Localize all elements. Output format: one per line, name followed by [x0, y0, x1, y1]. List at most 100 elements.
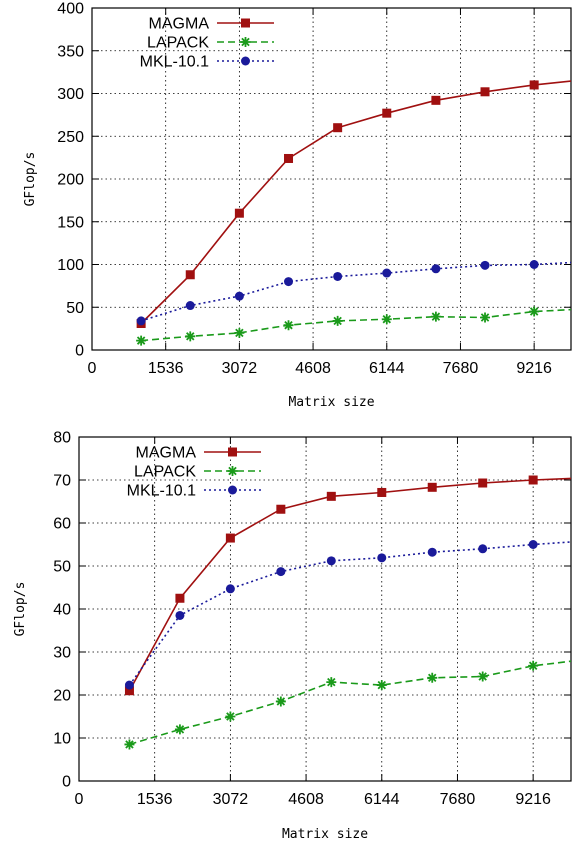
series-magma: [136, 80, 571, 328]
x-axis-label: Matrix size: [282, 827, 368, 842]
ticks: 0 10 20 30 40 50 60 70 80 0 1536 3072 4608 6144 7680 92…: [53, 430, 571, 808]
series-magma-line: [140, 80, 571, 325]
y-tick-label: 250: [57, 129, 84, 146]
y-tick-label: 300: [57, 86, 84, 103]
series-magma-point-3: [276, 504, 286, 514]
y-axis-label: GFlop/s: [23, 152, 38, 207]
y-tick-label: 80: [53, 430, 71, 447]
plot-area: [136, 80, 571, 346]
series-mkl-10-1: [136, 260, 571, 326]
series-magma-point-5: [382, 108, 392, 118]
y-tick-label: 400: [57, 1, 84, 18]
series-magma-point-4: [326, 491, 336, 501]
series-lapack: [136, 306, 571, 346]
x-tick-label: 1536: [137, 791, 173, 808]
series-lapack-point-2: [225, 711, 236, 722]
series-lapack-point-4: [326, 677, 337, 688]
series-magma-point-5: [377, 487, 387, 497]
series-lapack-point-3: [283, 320, 294, 331]
legend-magma-legend-marker: [241, 18, 250, 28]
y-tick-label: 50: [66, 300, 84, 317]
series-mkl-10-1-point-6: [431, 264, 441, 274]
series-lapack-point-7: [480, 312, 491, 323]
legend-label-lapack: LAPACK: [147, 35, 209, 52]
series-magma-point-8: [528, 475, 538, 485]
legend-lapack-legend-marker: [240, 37, 251, 47]
y-tick-label: 0: [62, 774, 71, 791]
series-mkl-10-1-point-1: [175, 610, 185, 620]
series-magma-point-2: [225, 533, 235, 543]
y-tick-label: 200: [57, 172, 84, 189]
series-lapack-point-1: [185, 331, 196, 342]
x-tick-label: 0: [75, 791, 84, 808]
series-lapack-line: [141, 308, 571, 342]
legend-label-magma: MAGMA: [149, 16, 210, 33]
y-tick-label: 150: [57, 214, 84, 231]
series-mkl-10-1-point-8: [529, 260, 539, 269]
series-magma-point-6: [427, 482, 437, 492]
chart-top: 0 50 100 150 200 250 300 350 400 0 1536 3072 4608 614…: [23, 1, 572, 410]
series-lapack-point-8: [528, 660, 539, 671]
y-tick-label: 20: [53, 688, 71, 705]
series-magma-point-4: [333, 123, 343, 133]
x-tick-label: 6144: [364, 791, 400, 808]
y-tick-label: 60: [53, 516, 71, 533]
series-lapack-line: [129, 660, 571, 746]
x-tick-label: 6144: [369, 360, 405, 377]
legend-label-mkl-10-1: MKL-10.1: [140, 54, 209, 71]
y-tick-label: 350: [57, 43, 84, 60]
series-magma-point-2: [234, 208, 244, 218]
series-lapack-point-8: [529, 306, 540, 317]
x-tick-label: 1536: [148, 360, 184, 377]
series-magma-point-7: [478, 478, 488, 488]
y-tick-label: 100: [57, 257, 84, 274]
series-magma-point-8: [529, 80, 539, 90]
x-tick-label: 7680: [440, 791, 476, 808]
y-tick-label: 40: [53, 602, 71, 619]
series-magma-point-6: [431, 95, 441, 105]
x-tick-label: 9216: [515, 791, 551, 808]
series-magma-point-0: [124, 686, 134, 696]
x-tick-label: 7680: [443, 360, 479, 377]
y-tick-label: 10: [53, 731, 71, 748]
legend: MAGMA LAPACK MKL-10.1: [127, 445, 261, 500]
y-tick-label: 30: [53, 645, 71, 662]
series-mkl-10-1-line: [140, 261, 571, 322]
series-lapack-point-0: [136, 335, 147, 346]
y-tick-label: 0: [75, 343, 84, 360]
series-mkl-10-1: [124, 540, 571, 690]
series-mkl-10-1-line: [128, 541, 571, 686]
series-mkl-10-1-point-3: [284, 277, 294, 287]
x-tick-label: 4608: [295, 360, 331, 377]
series-mkl-10-1-point-5: [377, 553, 387, 563]
series-mkl-10-1-point-1: [185, 301, 195, 311]
legend-label-lapack: LAPACK: [134, 464, 196, 481]
series-lapack-point-0: [124, 739, 135, 750]
series-mkl-10-1-point-7: [480, 260, 490, 270]
series-magma-point-1: [175, 593, 185, 603]
series-mkl-10-1-point-3: [276, 567, 286, 577]
series-lapack-point-5: [376, 680, 387, 691]
x-tick-label: 0: [88, 360, 97, 377]
chart-bottom: 0 10 20 30 40 50 60 70 80 0 1536 3072 4608 6144 7680 92…: [13, 430, 572, 842]
grid: [92, 8, 571, 350]
series-mkl-10-1-point-2: [225, 584, 235, 594]
x-tick-label: 3072: [222, 360, 258, 377]
plot-area: [124, 475, 571, 750]
series-lapack-point-4: [332, 315, 343, 326]
x-tick-label: 9216: [516, 360, 552, 377]
legend-lapack-legend-marker: [227, 466, 238, 476]
series-magma-line: [128, 477, 571, 692]
legend: MAGMA LAPACK MKL-10.1: [140, 16, 274, 71]
series-mkl-10-1-point-5: [382, 268, 392, 278]
series-lapack-point-2: [234, 327, 245, 338]
series-mkl-10-1-point-0: [136, 316, 146, 326]
series-lapack: [124, 660, 571, 750]
series-mkl-10-1-point-6: [427, 547, 437, 557]
series-magma-point-7: [480, 87, 490, 97]
chart-bottom-container: 0 10 20 30 40 50 60 70 80 0 1536 3072 4608 6144 7680 92…: [0, 424, 573, 846]
legend-label-mkl-10-1: MKL-10.1: [127, 483, 196, 500]
y-tick-label: 70: [53, 473, 71, 490]
grid: [79, 437, 571, 781]
series-mkl-10-1-point-8: [528, 540, 538, 549]
